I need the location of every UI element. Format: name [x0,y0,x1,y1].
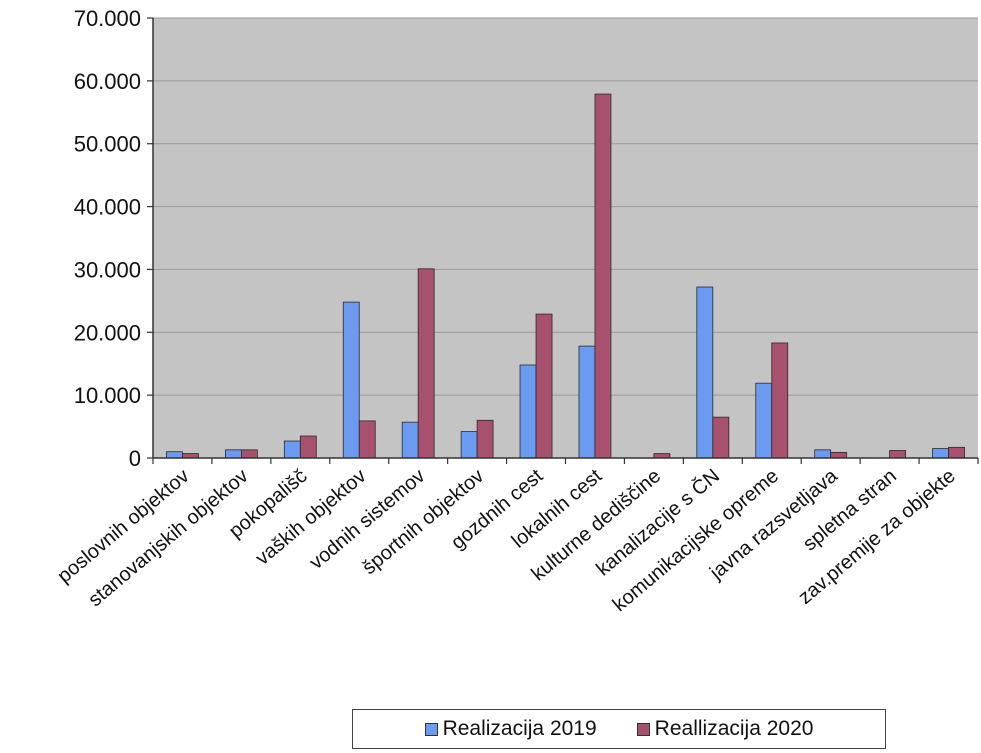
bar-2019 [696,286,714,459]
bar-2020 [299,435,317,459]
bar-2019 [283,440,301,459]
bar-2020 [712,416,730,459]
bar-2020 [240,449,258,459]
legend-item-2019: Realizacija 2019 [424,717,597,741]
y-tick-label: 20.000 [74,320,141,345]
legend-swatch-2019 [424,722,438,736]
bars [166,93,965,459]
legend-label-2020: Reallizacija 2020 [654,717,814,740]
bar-2020 [889,450,907,459]
legend-swatch-2020 [636,722,650,736]
y-axis-ticks: 0 10.000 20.000 30.000 40.000 50.000 60.000 70.… [74,6,153,471]
bar-2020 [948,446,965,459]
bar-2019 [224,449,242,459]
bar-2020 [771,342,789,459]
legend-label-2019: Realizacija 2019 [442,717,597,740]
y-tick-label: 40.000 [74,195,141,220]
y-tick-label: 0 [129,446,141,471]
bar-2019 [460,431,478,459]
bar-2019 [932,448,949,459]
bar-2020 [476,419,494,459]
y-tick-label: 50.000 [74,132,141,157]
y-tick-label: 70.000 [74,6,141,31]
bar-2020 [830,451,848,459]
bar-2019 [578,345,596,459]
y-tick-label: 30.000 [74,257,141,282]
legend: Realizacija 2019 Reallizacija 2020 [352,709,886,749]
bar-2020 [417,268,435,459]
bar-2020 [535,313,553,459]
bar-2019 [401,421,419,459]
bar-2019 [755,382,773,459]
bar-2019 [814,449,832,459]
y-tick-label: 10.000 [74,383,141,408]
legend-item-2020: Reallizacija 2020 [636,717,814,741]
gridlines [153,17,978,396]
bar-2019 [342,301,360,459]
plot-area [153,18,978,458]
bar-2020 [358,420,376,459]
bar-chart: 0 10.000 20.000 30.000 40.000 50.000 60.000 70.… [53,6,979,616]
bar-2019 [166,451,183,459]
bar-2020 [594,93,612,459]
bar-2019 [519,364,537,459]
y-tick-label: 60.000 [74,69,141,94]
